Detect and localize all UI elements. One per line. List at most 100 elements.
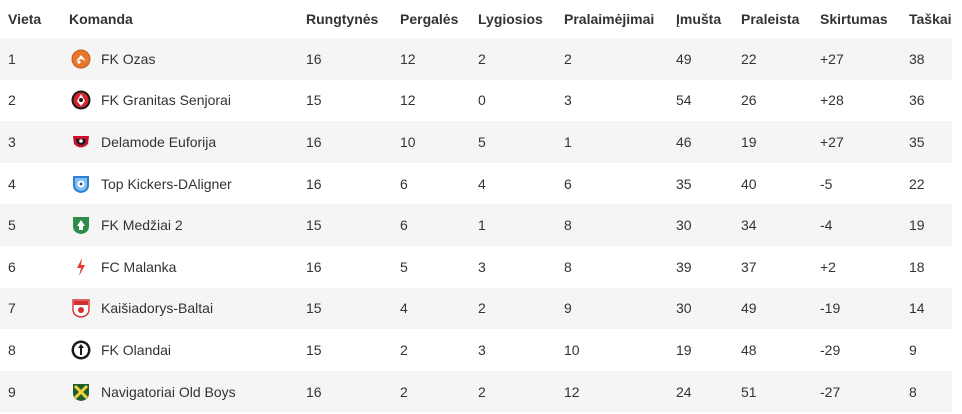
team-cell: FK Ozas: [69, 38, 155, 80]
goal-diff-cell: -29: [820, 341, 841, 358]
team-cell: FK Granitas Senjorai: [69, 80, 231, 122]
team-cell: FK Olandai: [69, 329, 171, 371]
header-losses[interactable]: Pralaimėjimai: [564, 11, 655, 27]
table-row[interactable]: 4 Top Kickers-DAligner 16 6 4 6 35 40 -5 22: [0, 162, 952, 205]
header-matches[interactable]: Rungtynės: [306, 11, 379, 27]
goals-against-cell: 22: [741, 50, 757, 67]
pos-cell: 1: [8, 50, 16, 67]
granitas-logo-icon: [70, 89, 92, 111]
header-wins[interactable]: Pergalės: [400, 11, 459, 27]
wins-cell: 6: [400, 217, 408, 234]
team-name[interactable]: FK Granitas Senjorai: [101, 92, 231, 109]
goal-diff-cell: -5: [820, 175, 833, 192]
draws-cell: 2: [478, 50, 486, 67]
table-row[interactable]: 9 Navigatoriai Old Boys 16 2 2 12 24 51 -27 8: [0, 370, 952, 413]
goals-against-cell: 48: [741, 341, 757, 358]
team-name[interactable]: FK Ozas: [101, 50, 156, 67]
team-name[interactable]: Delamode Euforija: [101, 133, 217, 150]
wins-cell: 5: [400, 258, 408, 275]
navigatoriai-logo-icon: [70, 381, 92, 403]
team-name[interactable]: FC Malanka: [101, 258, 177, 275]
matches-cell: 16: [306, 175, 322, 192]
matches-cell: 16: [306, 383, 322, 400]
header-pos[interactable]: Vieta: [8, 11, 42, 27]
points-cell: 36: [909, 92, 925, 109]
goals-for-cell: 49: [676, 50, 692, 67]
goals-for-cell: 46: [676, 133, 692, 150]
losses-cell: 8: [564, 217, 572, 234]
points-cell: 22: [909, 175, 925, 192]
losses-cell: 6: [564, 175, 572, 192]
table-row[interactable]: 6 FC Malanka 16 5 3 8 39 37 +2 18: [0, 246, 952, 288]
team-cell: Top Kickers-DAligner: [69, 163, 232, 205]
table-row[interactable]: 3 Delamode Euforija 16 10 5 1 46 19 +27 35: [0, 121, 952, 163]
draws-cell: 4: [478, 175, 486, 192]
draws-cell: 0: [478, 92, 486, 109]
draws-cell: 3: [478, 341, 486, 358]
header-goals-against[interactable]: Praleista: [741, 11, 800, 27]
pos-cell: 3: [8, 133, 16, 150]
wins-cell: 10: [400, 133, 416, 150]
team-name[interactable]: FK Medžiai 2: [101, 217, 183, 234]
pos-cell: 9: [8, 383, 16, 400]
wins-cell: 6: [400, 175, 408, 192]
malanka-logo-icon: [70, 256, 92, 278]
header-points[interactable]: Taškai: [909, 11, 952, 27]
olandai-logo-icon: [70, 339, 92, 361]
table-row[interactable]: 7 Kaišiadorys-Baltai 15 4 2 9 30 49 -19 14: [0, 287, 952, 330]
header-goals-for[interactable]: Įmušta: [676, 11, 722, 27]
matches-cell: 16: [306, 133, 322, 150]
losses-cell: 10: [564, 341, 580, 358]
goal-diff-cell: +28: [820, 92, 844, 109]
goals-against-cell: 49: [741, 300, 757, 317]
header-team[interactable]: Komanda: [69, 11, 133, 27]
draws-cell: 1: [478, 217, 486, 234]
pos-cell: 8: [8, 341, 16, 358]
goal-diff-cell: +27: [820, 50, 844, 67]
losses-cell: 1: [564, 133, 572, 150]
goals-against-cell: 37: [741, 258, 757, 275]
table-header: Vieta Komanda Rungtynės Pergalės Lygiosi…: [0, 0, 952, 38]
team-name[interactable]: FK Olandai: [101, 341, 172, 358]
pos-cell: 6: [8, 258, 16, 275]
team-name[interactable]: Kaišiadorys-Baltai: [101, 300, 214, 317]
table-row[interactable]: 1 FK Ozas 16 12 2 2 49 22 +27 38: [0, 38, 952, 80]
table-row[interactable]: 2 FK Granitas Senjorai 15 12 0 3 54 26 +28 36: [0, 79, 952, 122]
goals-for-cell: 54: [676, 92, 692, 109]
points-cell: 18: [909, 258, 925, 275]
goals-against-cell: 51: [741, 383, 757, 400]
table-row[interactable]: 5 FK Medžiai 2 15 6 1 8 30 34 -4 19: [0, 204, 952, 246]
header-goal-diff[interactable]: Skirtumas: [820, 11, 888, 27]
pos-cell: 4: [8, 175, 16, 192]
team-cell: FK Medžiai 2: [69, 204, 183, 246]
losses-cell: 2: [564, 50, 572, 67]
points-cell: 38: [909, 50, 925, 67]
losses-cell: 9: [564, 300, 572, 317]
wins-cell: 2: [400, 341, 408, 358]
points-cell: 8: [909, 383, 917, 400]
team-cell: Kaišiadorys-Baltai: [69, 288, 213, 330]
euforija-logo-icon: [70, 131, 92, 153]
goal-diff-cell: -19: [820, 300, 841, 317]
matches-cell: 15: [306, 341, 322, 358]
goal-diff-cell: -27: [820, 383, 841, 400]
matches-cell: 16: [306, 258, 322, 275]
wins-cell: 12: [400, 50, 416, 67]
losses-cell: 3: [564, 92, 572, 109]
medziai-logo-icon: [70, 214, 92, 236]
goals-against-cell: 19: [741, 133, 757, 150]
pos-cell: 5: [8, 217, 16, 234]
goals-for-cell: 35: [676, 175, 692, 192]
goal-diff-cell: -4: [820, 217, 833, 234]
goals-for-cell: 30: [676, 217, 692, 234]
team-name[interactable]: Top Kickers-DAligner: [101, 175, 232, 192]
points-cell: 19: [909, 217, 925, 234]
table-row[interactable]: 8 FK Olandai 15 2 3 10 19 48 -29 9: [0, 329, 952, 371]
points-cell: 9: [909, 341, 917, 358]
draws-cell: 2: [478, 300, 486, 317]
team-name[interactable]: Navigatoriai Old Boys: [101, 383, 236, 400]
goals-for-cell: 19: [676, 341, 692, 358]
matches-cell: 15: [306, 300, 322, 317]
header-draws[interactable]: Lygiosios: [478, 11, 543, 27]
